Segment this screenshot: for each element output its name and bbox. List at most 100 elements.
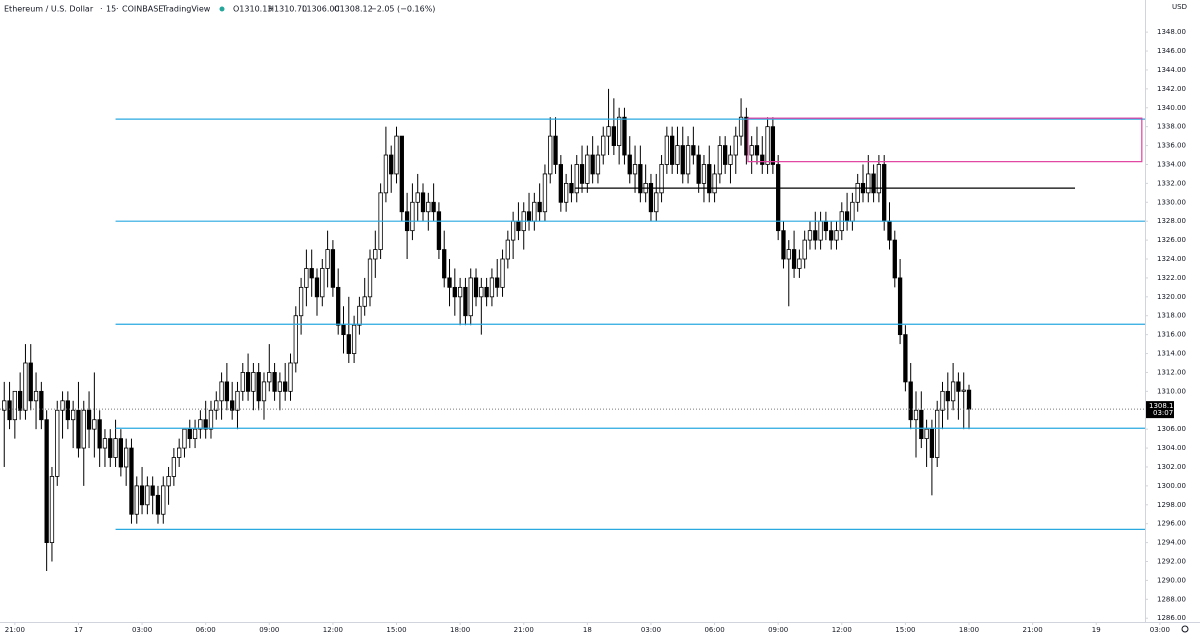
x-tick-label: 03:00 xyxy=(132,626,152,634)
y-tick-label: 1336.00 xyxy=(1157,142,1186,150)
y-tick-label: 1322.00 xyxy=(1157,274,1186,282)
candle-body xyxy=(813,230,818,241)
candle-body xyxy=(373,249,378,260)
candle-body xyxy=(410,201,415,232)
candle-body xyxy=(929,428,935,458)
candle-body xyxy=(28,362,33,402)
y-tick-label: 1316.00 xyxy=(1157,331,1186,339)
y-tick-label: 1298.00 xyxy=(1157,501,1186,509)
candle-body xyxy=(240,372,245,392)
candle-body xyxy=(659,164,664,194)
legend-high: H1310.70 xyxy=(268,5,307,14)
candle-body xyxy=(749,145,754,156)
candle-body xyxy=(139,485,145,506)
x-tick-label: 18 xyxy=(583,626,592,634)
candle-body xyxy=(590,154,595,175)
candle-body xyxy=(330,249,336,288)
candle-body xyxy=(781,230,786,260)
candle-body xyxy=(834,230,839,241)
candle-body xyxy=(325,249,330,269)
candle-body xyxy=(298,286,304,317)
x-tick-label: 21:00 xyxy=(1023,626,1043,634)
candle-body xyxy=(108,438,113,458)
candle-body xyxy=(161,485,166,515)
settings-icon[interactable] xyxy=(1181,625,1189,633)
legend-low: L1306.00 xyxy=(302,5,340,14)
candle-body xyxy=(251,372,256,392)
candle-body xyxy=(256,372,261,402)
candle-body xyxy=(850,201,855,222)
candle-body xyxy=(510,220,516,241)
candle-body xyxy=(723,145,728,165)
candle-body xyxy=(489,277,495,298)
candle-body xyxy=(389,154,394,175)
candle-body xyxy=(479,286,484,298)
candle-body xyxy=(579,164,585,184)
candle-body xyxy=(76,409,81,449)
y-tick-label: 1296.00 xyxy=(1157,520,1186,528)
candle-body xyxy=(675,145,680,165)
candle-body xyxy=(245,372,251,392)
y-tick-label: 1288.00 xyxy=(1157,595,1186,603)
candle-body xyxy=(155,494,161,515)
candle-body xyxy=(224,381,230,402)
candle-body xyxy=(871,173,876,194)
candle-body xyxy=(622,116,627,156)
candle-body xyxy=(919,409,924,440)
candle-body xyxy=(65,400,71,421)
candle-body xyxy=(420,192,426,213)
x-tick-label: 15:00 xyxy=(895,626,915,634)
candle-body xyxy=(145,485,150,506)
y-tick-label: 1320.00 xyxy=(1157,293,1186,301)
candle-body xyxy=(367,258,373,298)
candle-body xyxy=(537,201,542,213)
candle-body xyxy=(277,381,283,392)
x-tick-label: 03:00 xyxy=(641,626,661,634)
candle-body xyxy=(182,428,187,449)
candle-body xyxy=(431,201,436,213)
candle-body xyxy=(272,372,277,392)
candle-body xyxy=(685,145,691,175)
candle-body xyxy=(314,277,320,298)
candle-body xyxy=(701,164,707,184)
candle-body xyxy=(913,409,919,421)
candle-body xyxy=(81,409,86,449)
legend-close: C1308.12 xyxy=(334,5,373,14)
candle-body xyxy=(606,126,611,137)
candle-body xyxy=(118,438,124,468)
interval: 15 xyxy=(106,5,116,14)
candle-body xyxy=(415,192,420,203)
source: TradingView xyxy=(161,5,211,14)
candle-body xyxy=(288,362,293,392)
candle-body xyxy=(304,268,309,288)
candle-body xyxy=(548,135,553,175)
candle-body xyxy=(738,116,744,137)
candle-body xyxy=(595,154,601,175)
y-tick-label: 1328.00 xyxy=(1157,217,1186,225)
candle-body xyxy=(717,145,723,175)
candle-body xyxy=(426,201,431,213)
sep: · xyxy=(116,5,119,14)
exchange: COINBASE xyxy=(122,5,163,14)
candle-body xyxy=(383,154,389,194)
candle-body xyxy=(866,173,871,194)
y-tick-label: 1340.00 xyxy=(1157,104,1186,112)
y-tick-label: 1332.00 xyxy=(1157,179,1186,187)
x-tick-label: 03:00 xyxy=(1150,626,1170,634)
candle-body xyxy=(807,230,813,241)
x-tick-label: 19 xyxy=(1092,626,1101,634)
candle-body xyxy=(357,305,362,326)
legend-open: O1310.13 xyxy=(233,5,272,14)
candle-body xyxy=(150,485,155,496)
candle-body xyxy=(97,419,102,449)
candle-body xyxy=(553,135,558,165)
x-tick-label: 06:00 xyxy=(704,626,724,634)
x-tick-label: 12:00 xyxy=(323,626,343,634)
y-tick-label: 1286.00 xyxy=(1157,614,1186,622)
candle-body xyxy=(171,457,177,477)
candle-body xyxy=(235,390,240,411)
candle-body xyxy=(129,447,134,515)
x-tick-label: 06:00 xyxy=(196,626,216,634)
